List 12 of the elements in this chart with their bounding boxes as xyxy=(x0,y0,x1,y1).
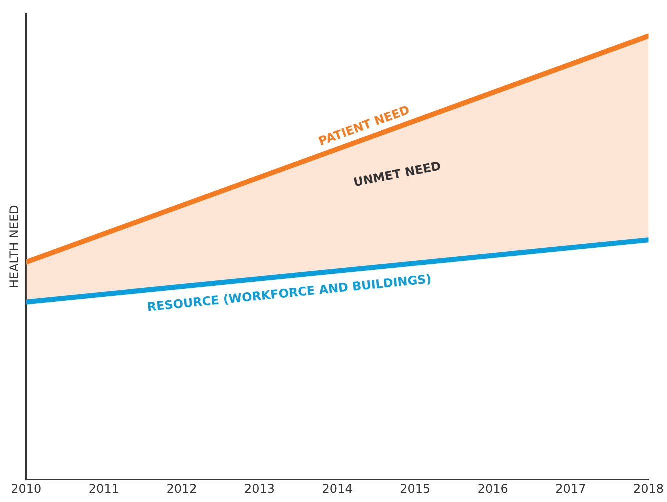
x-tick-label: 2017 xyxy=(556,482,586,496)
x-tick-label: 2013 xyxy=(244,482,276,496)
text: RESOURCE (WORKFORCE AND BUILDINGS) xyxy=(146,272,432,314)
x-tick-label: 2018 xyxy=(633,482,664,496)
x-tick-label: 2010 xyxy=(11,482,42,496)
x-tick-label: 2016 xyxy=(478,482,508,496)
x-tick-label: 2012 xyxy=(166,482,198,496)
x-tick-label: 2015 xyxy=(400,482,431,496)
x-tick-label: 2014 xyxy=(322,482,353,496)
annotation: UNMET NEED xyxy=(352,159,442,190)
y-axis-title: HEALTH NEED xyxy=(7,205,22,289)
x-tick-label: 2011 xyxy=(88,482,120,496)
